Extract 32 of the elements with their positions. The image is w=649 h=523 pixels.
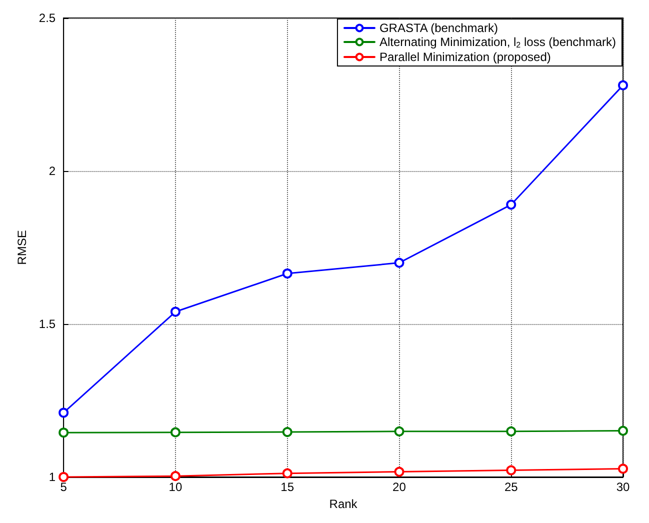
x-tick-label: 10 <box>168 480 182 494</box>
point <box>394 466 404 477</box>
y-tick-label: 2 <box>48 164 56 178</box>
point <box>506 426 516 436</box>
y-axis-title: RMSE <box>15 230 29 265</box>
x-tick-label: 30 <box>616 480 630 494</box>
point <box>394 426 404 436</box>
x-tick-label: 5 <box>60 480 68 494</box>
legend-label: Parallel Minimization (proposed) <box>379 50 551 64</box>
x-tick-label: 15 <box>280 480 294 494</box>
point <box>282 268 292 279</box>
point <box>58 428 69 438</box>
point <box>170 306 180 317</box>
point <box>170 471 180 482</box>
x-tick-label: 20 <box>392 480 406 494</box>
point <box>58 408 69 418</box>
y-tick-label: 1 <box>48 470 56 484</box>
point <box>506 465 516 476</box>
point <box>618 80 628 90</box>
y-tick-label: 1.5 <box>38 317 56 331</box>
point <box>58 472 69 482</box>
y-tick-label: 2.5 <box>38 11 56 25</box>
point <box>618 464 628 474</box>
point <box>618 426 628 436</box>
point <box>506 200 516 210</box>
point <box>394 258 404 268</box>
legend-label: GRASTA (benchmark) <box>379 21 498 35</box>
x-tick-label: 25 <box>504 480 518 494</box>
point <box>170 427 180 438</box>
x-axis-title: Rank <box>329 496 358 511</box>
point <box>282 468 292 478</box>
point <box>282 427 292 438</box>
